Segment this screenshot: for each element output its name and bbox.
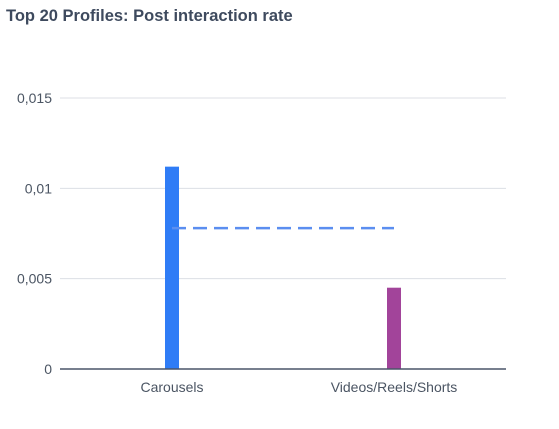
y-tick-label: 0,005 [17, 271, 52, 287]
x-axis-category-labels: Carousels Videos/Reels/Shorts [140, 379, 457, 395]
y-axis-tick-labels: 0 0,005 0,01 0,015 [17, 90, 52, 377]
y-tick-label: 0,015 [17, 90, 52, 106]
bar [387, 287, 401, 369]
gridlines [60, 97, 506, 280]
x-category-label: Carousels [140, 379, 203, 395]
bars [165, 166, 401, 369]
y-tick-label: 0 [44, 361, 52, 377]
y-tick-label: 0,01 [25, 180, 52, 196]
bar [165, 166, 179, 369]
chart-title: Top 20 Profiles: Post interaction rate [6, 7, 293, 25]
x-category-label: Videos/Reels/Shorts [331, 379, 458, 395]
